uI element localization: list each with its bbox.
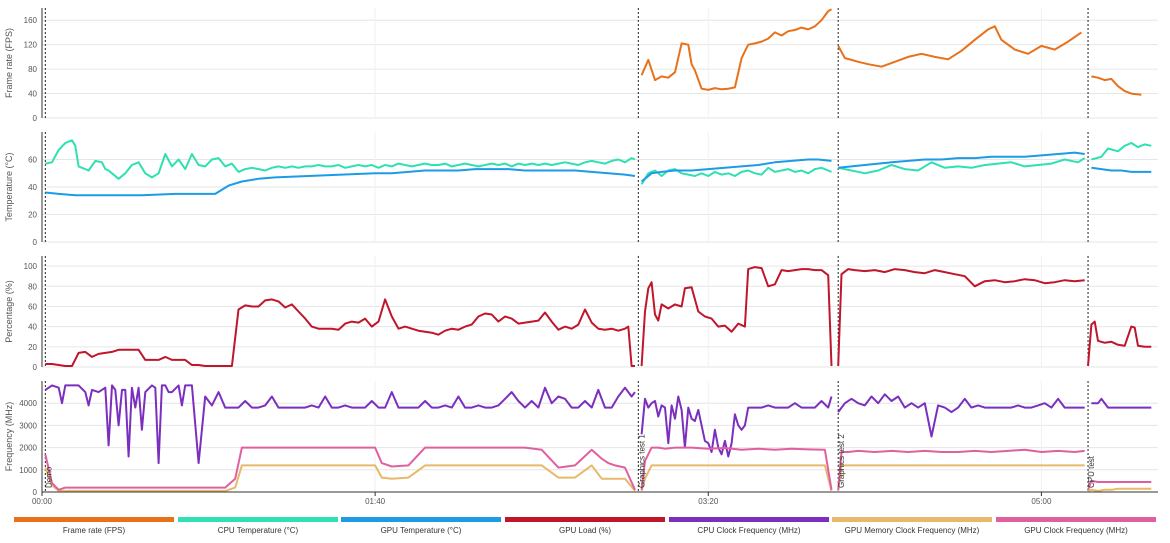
series-line-frame-rate-fps xyxy=(1091,75,1142,96)
legend-swatch xyxy=(669,517,829,522)
y-tick-label: 0 xyxy=(33,363,38,372)
series-line-cpu-clock-frequency-mhz xyxy=(44,384,636,465)
series-line-gpu-memory-clock-frequency-mhz xyxy=(640,464,833,492)
y-tick-label: 40 xyxy=(28,323,37,332)
series-line-gpu-memory-clock-frequency-mhz xyxy=(44,464,636,492)
legend-item-gpu-load[interactable]: GPU Load (%) xyxy=(505,517,665,539)
y-axis-title: Percentage (%) xyxy=(4,280,14,343)
legend-label: CPU Clock Frequency (MHz) xyxy=(697,526,801,535)
series-line-gpu-load xyxy=(1087,320,1152,367)
y-tick-label: 40 xyxy=(28,90,37,99)
legend: Frame rate (FPS) CPU Temperature (°C) GP… xyxy=(14,517,1160,539)
y-tick-label: 40 xyxy=(28,183,37,192)
panel-2: 0 20 40 60 Temperature (°C) xyxy=(4,132,1158,247)
series-line-gpu-clock-frequency-mhz xyxy=(640,446,833,490)
series-line-cpu-clock-frequency-mhz xyxy=(837,393,1085,438)
legend-label: Frame rate (FPS) xyxy=(62,526,126,535)
legend-swatch xyxy=(505,517,665,522)
legend-label: GPU Memory Clock Frequency (MHz) xyxy=(844,526,980,535)
y-axis-title: Temperature (°C) xyxy=(4,152,14,221)
series-line-gpu-clock-frequency-mhz xyxy=(44,446,636,491)
y-tick-label: 60 xyxy=(28,302,37,311)
series-line-gpu-load xyxy=(640,266,833,367)
series-line-cpu-temperature-c xyxy=(45,139,636,180)
legend-item-gpu-memory-clock[interactable]: GPU Memory Clock Frequency (MHz) xyxy=(832,517,992,539)
y-tick-label: 80 xyxy=(28,65,37,74)
x-tick-label: 05:00 xyxy=(1031,497,1052,506)
y-tick-label: 4000 xyxy=(19,399,37,408)
legend-item-cpu-clock[interactable]: CPU Clock Frequency (MHz) xyxy=(669,517,829,539)
legend-label: GPU Load (%) xyxy=(558,526,612,535)
y-tick-label: 0 xyxy=(33,238,38,247)
test-marker-label: Demo xyxy=(44,466,53,488)
y-tick-label: 20 xyxy=(28,211,37,220)
series-line-frame-rate-fps xyxy=(837,25,1082,68)
test-marker-label: Graphics test 1 xyxy=(637,434,646,488)
series-line-cpu-temperature-c xyxy=(838,157,1086,175)
x-tick-label: 03:20 xyxy=(698,497,719,506)
y-tick-label: 160 xyxy=(24,16,38,25)
y-axis-title: Frequency (MHz) xyxy=(4,402,14,472)
y-tick-label: 3000 xyxy=(19,421,37,430)
series-line-gpu-temperature-c xyxy=(838,151,1085,169)
y-tick-label: 80 xyxy=(28,282,37,291)
series-line-gpu-temperature-c xyxy=(640,158,832,183)
legend-item-cpu-temperature[interactable]: CPU Temperature (°C) xyxy=(178,517,338,539)
legend-label: GPU Temperature (°C) xyxy=(380,526,462,535)
y-tick-label: 0 xyxy=(33,114,38,123)
series-line-gpu-clock-frequency-mhz xyxy=(837,448,1085,490)
series-line-cpu-clock-frequency-mhz xyxy=(1091,397,1152,409)
panel-1: 0 40 80 120 160 Frame rate (FPS) xyxy=(4,8,1158,123)
benchmark-monitoring-chart: 0 40 80 120 160 Frame rate (FPS) 0 20 40 60 Temper… xyxy=(4,8,1158,506)
series-line-cpu-temperature-c xyxy=(640,166,832,185)
series-line-gpu-load xyxy=(837,268,1085,367)
y-tick-label: 120 xyxy=(24,41,38,50)
legend-label: GPU Clock Frequency (MHz) xyxy=(1024,526,1128,535)
series-line-gpu-memory-clock-frequency-mhz xyxy=(837,464,1085,492)
series-line-cpu-temperature-c xyxy=(1091,142,1152,161)
series-line-frame-rate-fps xyxy=(640,8,832,91)
y-tick-label: 0 xyxy=(33,488,38,497)
panel-4: 0 1000 2000 3000 4000 Frequency (MHz) Demo Grap… xyxy=(4,381,1158,497)
y-tick-label: 1000 xyxy=(19,466,37,475)
legend-swatch xyxy=(832,517,992,522)
x-tick-label: 01:40 xyxy=(365,497,386,506)
legend-swatch xyxy=(341,517,501,522)
y-tick-label: 20 xyxy=(28,343,37,352)
legend-swatch xyxy=(178,517,338,522)
x-tick-label: 00:00 xyxy=(32,497,53,506)
legend-item-gpu-clock[interactable]: GPU Clock Frequency (MHz) xyxy=(996,517,1156,539)
series-line-gpu-temperature-c xyxy=(45,168,636,197)
legend-swatch xyxy=(14,517,174,522)
test-marker-label: CPU test xyxy=(1087,455,1096,488)
series-line-cpu-clock-frequency-mhz xyxy=(640,395,833,458)
series-line-gpu-temperature-c xyxy=(1091,166,1152,173)
y-axis-title: Frame rate (FPS) xyxy=(4,28,14,98)
series-line-gpu-memory-clock-frequency-mhz xyxy=(1087,487,1152,492)
legend-label: CPU Temperature (°C) xyxy=(217,526,299,535)
test-marker-label: Graphics test 2 xyxy=(837,434,846,488)
y-tick-label: 2000 xyxy=(19,444,37,453)
y-tick-label: 100 xyxy=(24,262,38,271)
y-tick-label: 60 xyxy=(28,156,37,165)
legend-item-frame-rate[interactable]: Frame rate (FPS) xyxy=(14,517,174,539)
series-line-gpu-clock-frequency-mhz xyxy=(1087,479,1152,491)
legend-swatch xyxy=(996,517,1156,522)
series-line-gpu-load xyxy=(45,298,635,367)
legend-item-gpu-temperature[interactable]: GPU Temperature (°C) xyxy=(341,517,501,539)
panel-3: 0 20 40 60 80 100 Percentage (%) xyxy=(4,256,1158,372)
